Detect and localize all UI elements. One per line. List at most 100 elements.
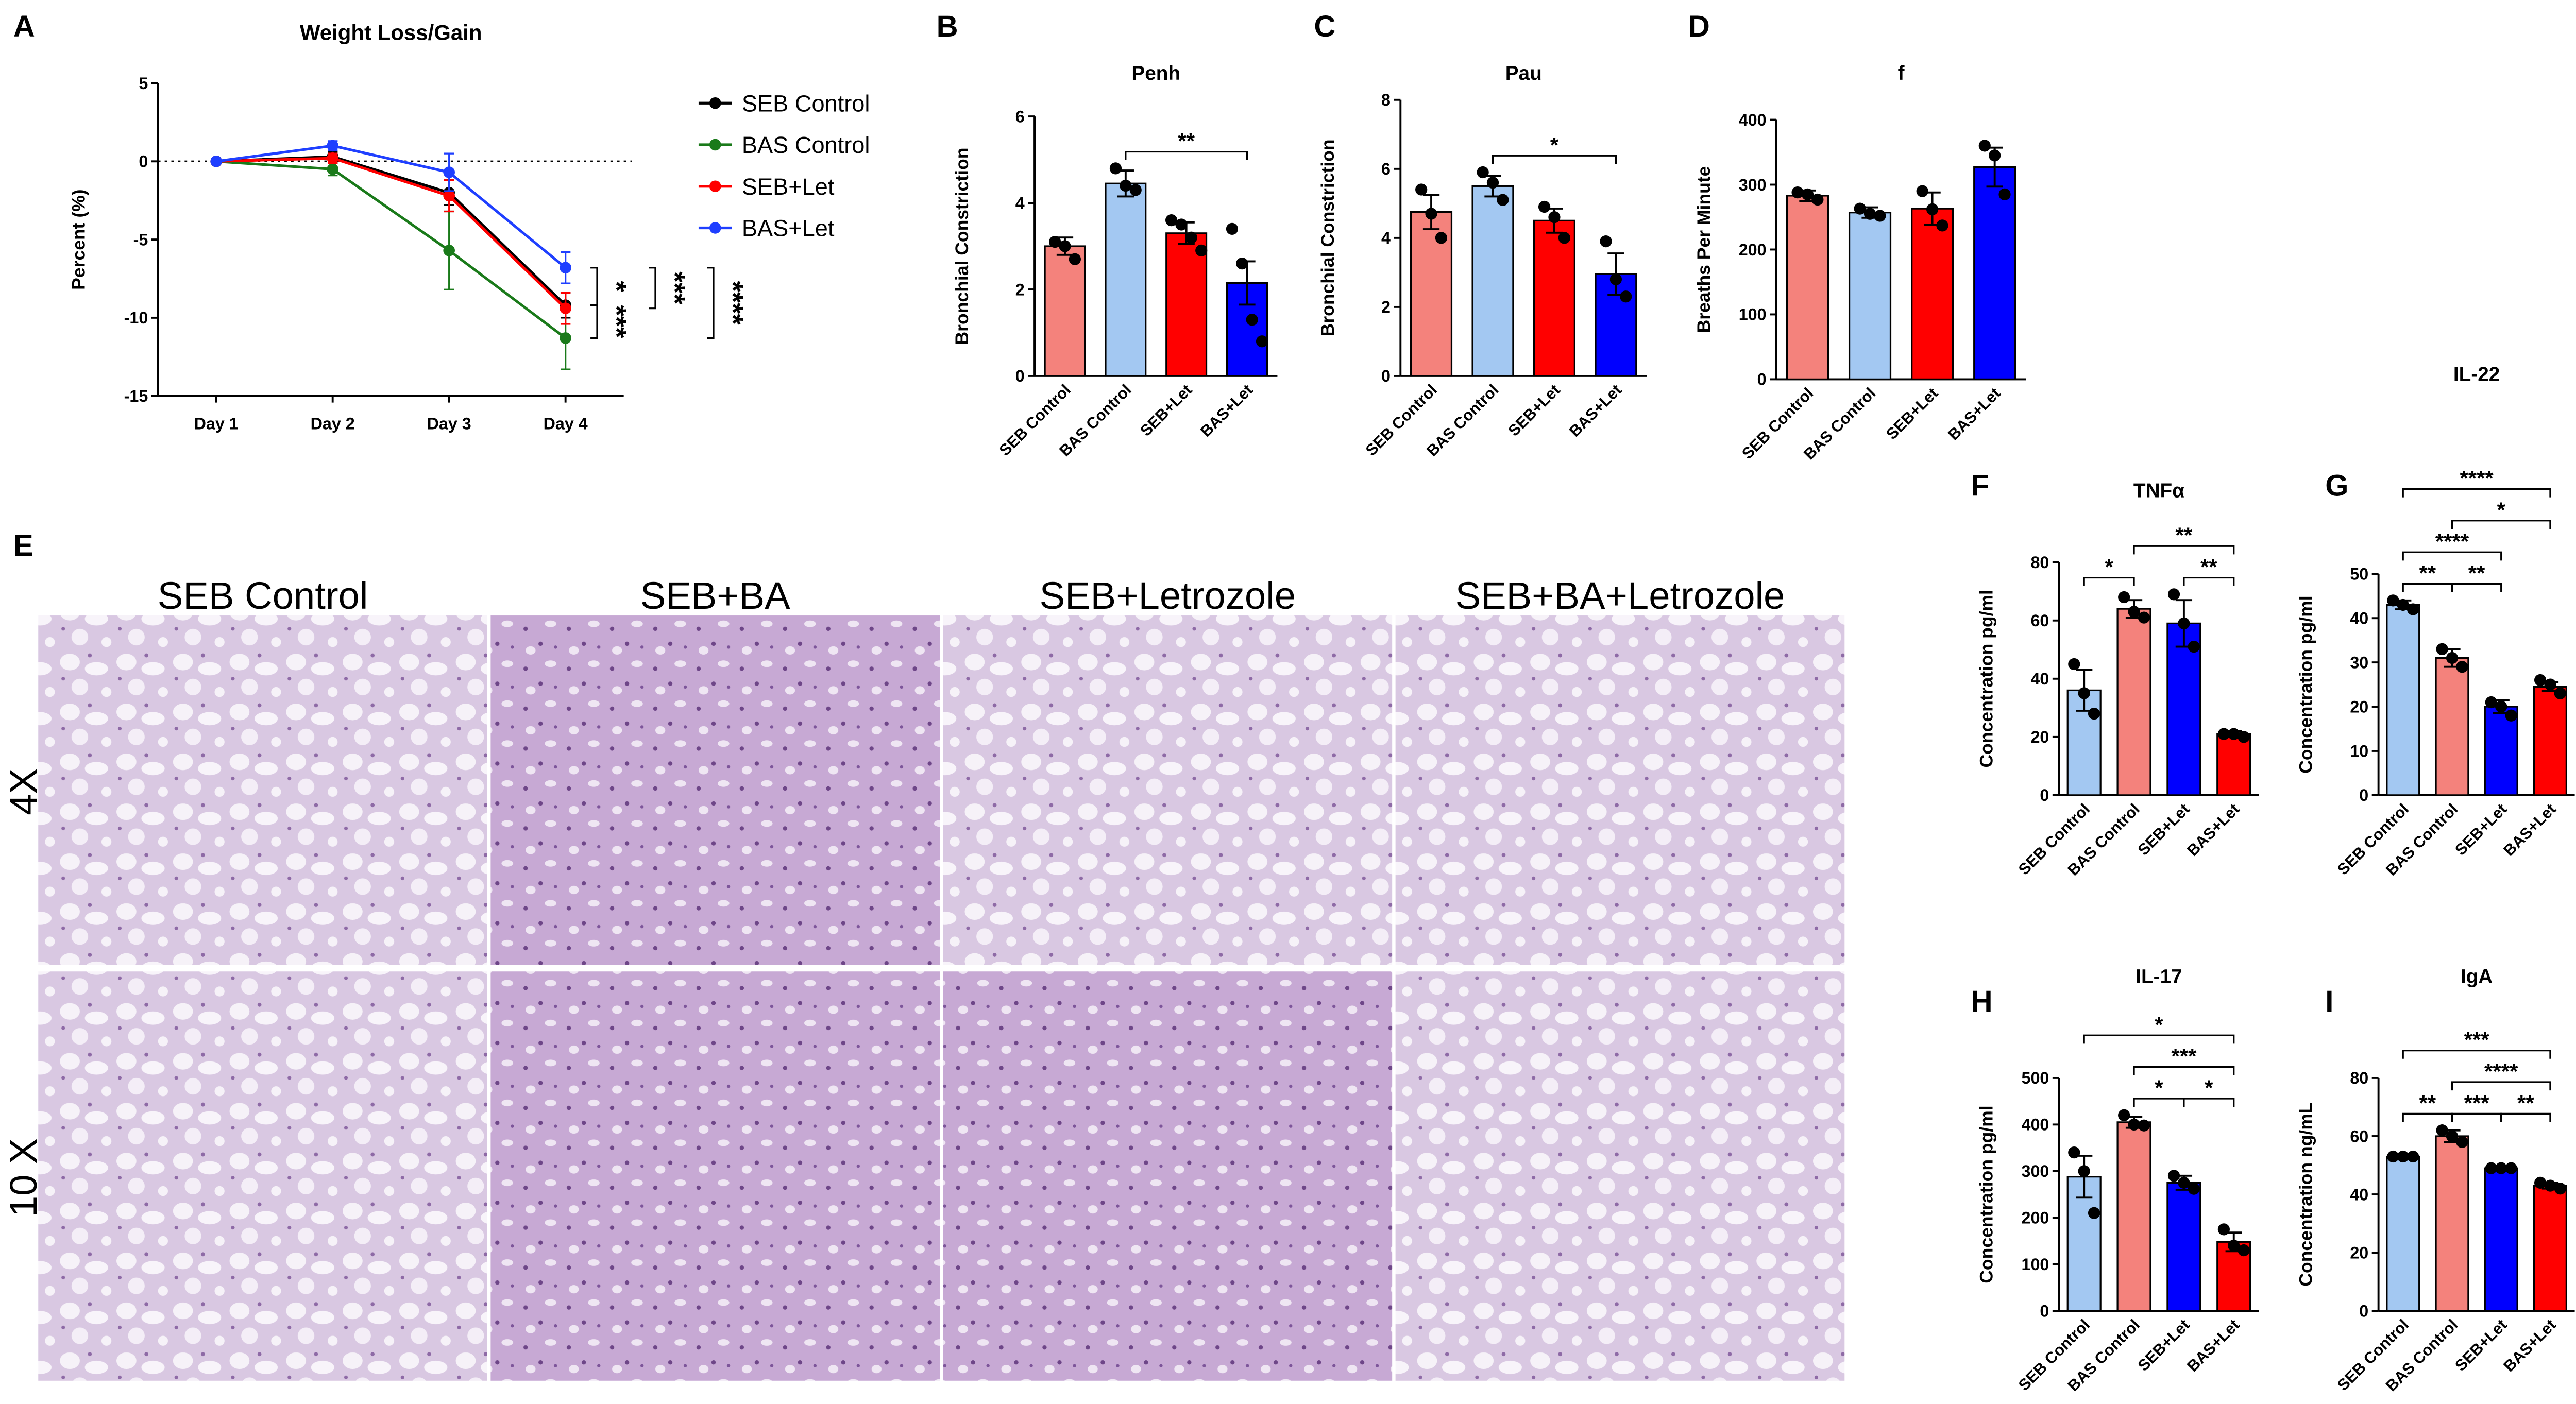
bar (2386, 604, 2420, 796)
bar (2386, 1155, 2420, 1312)
marker (443, 166, 455, 178)
data-point (2118, 591, 2130, 604)
legend-marker (709, 139, 721, 151)
data-point (1129, 184, 1142, 196)
data-point (2446, 652, 2459, 664)
x-tick-label: Day 1 (194, 414, 239, 433)
data-point (2554, 1183, 2566, 1195)
data-point (2238, 1244, 2250, 1257)
x-tick-label: Day 2 (311, 414, 355, 433)
x-tick-label: BAS+Let (2184, 1316, 2243, 1375)
y-axis-label: Breaths Per Minute (1693, 166, 1714, 333)
bar (2533, 1185, 2567, 1312)
bar (1533, 219, 1575, 377)
data-point (2406, 603, 2419, 615)
y-tick-label: 400 (2022, 1116, 2049, 1134)
data-point (1998, 188, 2011, 201)
data-point (2238, 731, 2250, 743)
column-label: SEB+BA (640, 574, 790, 617)
x-tick-label: BAS+Let (2184, 800, 2243, 860)
significance-bracket (2083, 576, 2135, 586)
x-tick-label: BAS+Let (1197, 381, 1256, 440)
x-tick-label: SEB+Let (2452, 800, 2511, 859)
bar (1165, 232, 1208, 377)
marker (443, 190, 455, 202)
data-point (2387, 594, 2399, 607)
data-point (2188, 640, 2200, 653)
y-tick-label: -10 (124, 309, 148, 327)
panel-letter: G (2325, 469, 2348, 502)
data-point (1811, 193, 1824, 206)
data-point (2228, 728, 2240, 740)
chart-title: Penh (1131, 62, 1180, 84)
significance-label: **** (2435, 529, 2469, 554)
significance-label: ** (2468, 561, 2485, 585)
panel-letter: E (13, 529, 33, 562)
series-line (216, 157, 567, 310)
bar (2116, 608, 2151, 796)
y-axis-label: Concentration pg/ml (1976, 1105, 1997, 1283)
significance-bracket (590, 267, 598, 306)
y-tick-label: 0 (1015, 367, 1025, 385)
data-point (1059, 240, 1071, 252)
data-point (1109, 162, 1122, 175)
data-point (2534, 1176, 2547, 1189)
significance-bracket (2402, 488, 2551, 498)
bar (1786, 195, 1829, 381)
data-point (2554, 687, 2566, 699)
y-tick-label: 100 (1739, 305, 1767, 324)
data-point (1926, 203, 1939, 216)
legend-marker (709, 222, 721, 234)
bar (1105, 182, 1147, 377)
data-point (2436, 1124, 2448, 1137)
data-point (1486, 177, 1499, 189)
data-point (2495, 1162, 2507, 1174)
significance-label: * (1550, 133, 1559, 157)
data-point (1620, 290, 1632, 303)
data-point (1185, 231, 1197, 244)
bar (2166, 1182, 2201, 1312)
data-point (1435, 232, 1448, 244)
y-tick-label: 10 (2350, 742, 2368, 760)
significance-bracket (2500, 1112, 2551, 1122)
histology-image (490, 971, 940, 1381)
significance-label: ** (1178, 129, 1195, 153)
y-tick-label: 0 (1381, 367, 1391, 385)
legend-label: SEB+Let (742, 174, 835, 200)
data-point (2228, 1239, 2240, 1252)
y-tick-label: 60 (2030, 611, 2049, 630)
data-point (2544, 678, 2556, 691)
significance-bracket (2183, 576, 2235, 586)
x-tick-label: SEB+Let (2134, 1316, 2193, 1375)
significance-label: * (2497, 498, 2506, 522)
histology-image (38, 615, 487, 965)
x-tick-label: BAS+Let (1945, 384, 2004, 443)
x-tick-label: BAS+Let (2500, 1316, 2560, 1375)
significance-label: *** (2464, 1091, 2490, 1115)
bar (1044, 245, 1086, 377)
data-point (1415, 183, 1428, 196)
significance-bracket (2083, 1034, 2235, 1044)
marker (560, 332, 571, 344)
panel-letter: C (1314, 10, 1335, 43)
data-point (2397, 598, 2409, 611)
bar (1848, 212, 1892, 381)
y-tick-label: 2 (1381, 298, 1391, 316)
data-point (2188, 1183, 2200, 1195)
data-point (1801, 188, 1814, 201)
panel-letter: A (13, 10, 35, 43)
row-label: 4X (2, 768, 45, 815)
bar (2216, 733, 2251, 796)
data-point (1497, 194, 1509, 206)
significance-label: ** (2176, 523, 2193, 547)
y-tick-label: 60 (2350, 1127, 2368, 1145)
bar (2533, 686, 2567, 796)
chart-title: f (1898, 62, 1905, 84)
data-point (2485, 696, 2497, 709)
x-tick-label: SEB+Let (1505, 381, 1564, 440)
x-tick-label: BAS+Let (1566, 381, 1625, 440)
marker (443, 245, 455, 256)
y-tick-label: 2 (1015, 280, 1025, 299)
